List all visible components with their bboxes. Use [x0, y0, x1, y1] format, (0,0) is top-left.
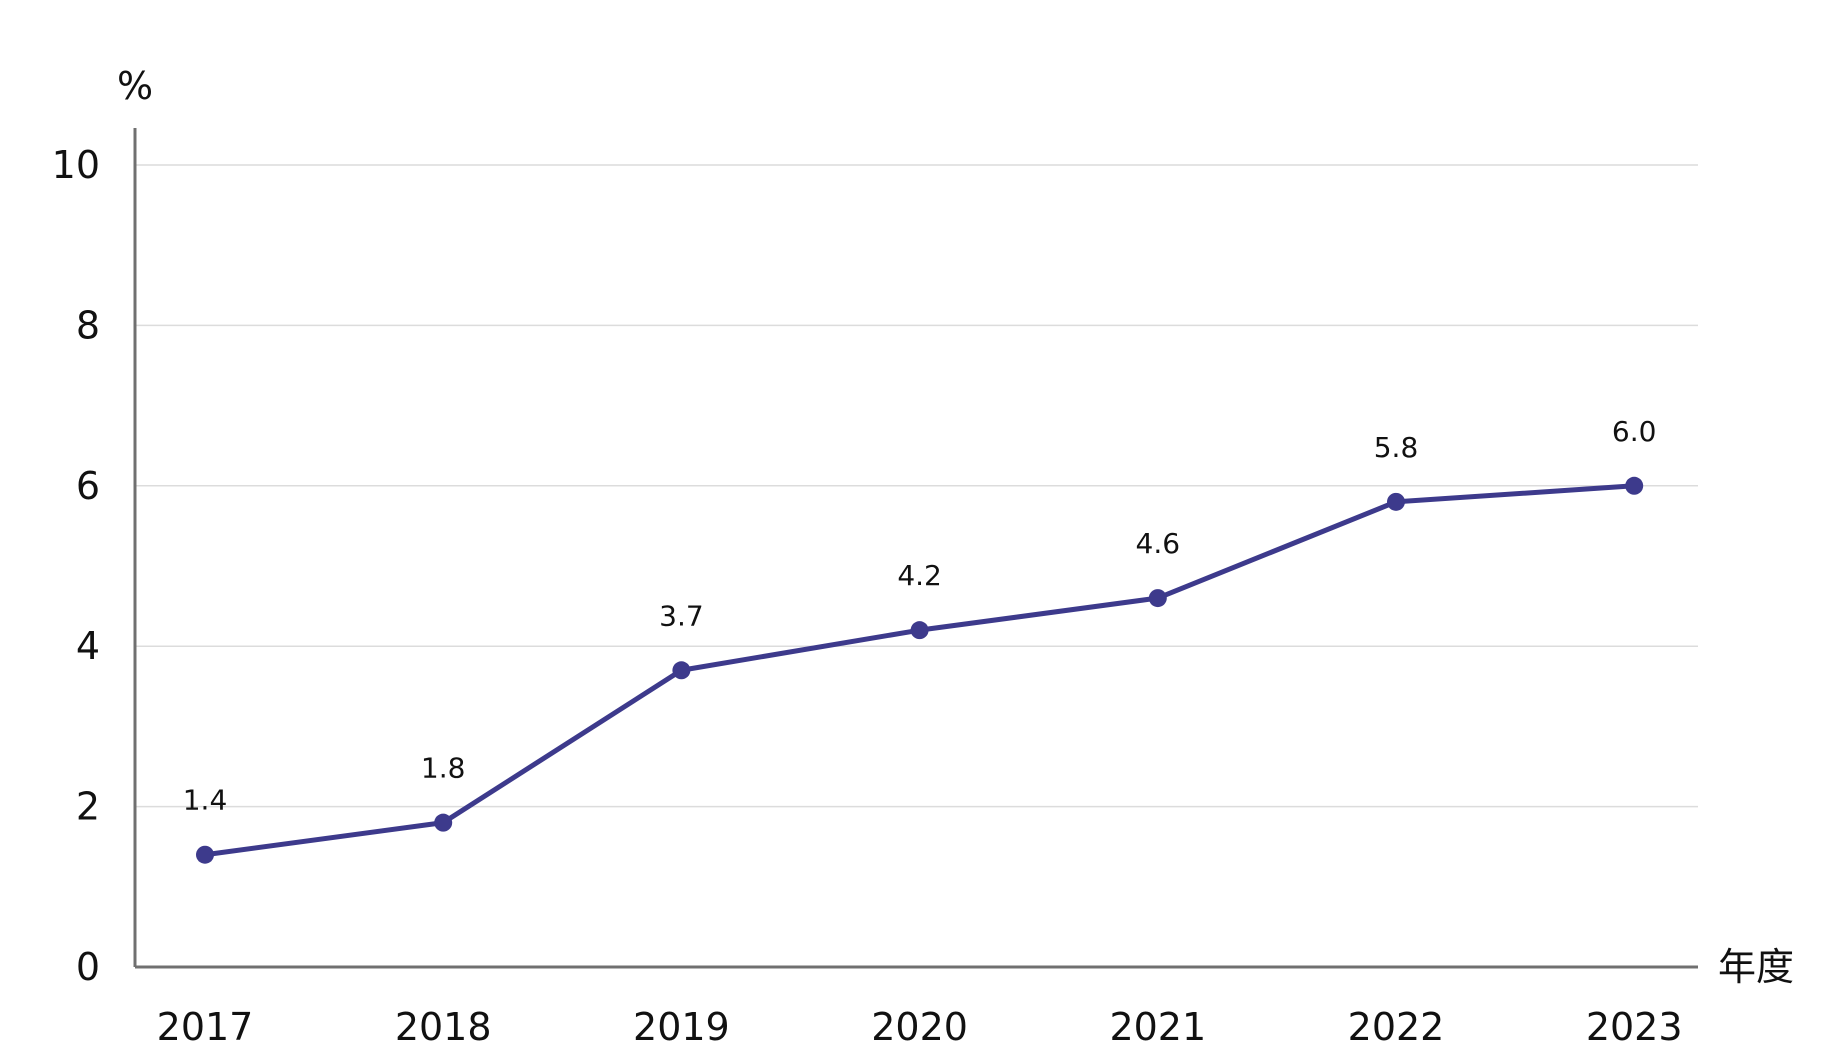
- data-point: [434, 813, 453, 832]
- y-axis-unit-label: %: [117, 64, 153, 108]
- series-line: [202, 483, 1637, 858]
- data-label: 3.7: [659, 599, 704, 632]
- data-point: [1387, 492, 1405, 511]
- data-point: [1148, 589, 1167, 608]
- x-tick-label: 2023: [1586, 1005, 1683, 1048]
- data-label: 4.2: [897, 559, 942, 592]
- gridlines: [135, 164, 1698, 808]
- y-tick-label: 8: [76, 303, 100, 347]
- data-label: 1.4: [183, 784, 228, 817]
- data-label: 1.8: [421, 752, 466, 785]
- x-tick-label: 2020: [871, 1005, 968, 1048]
- axes: [133, 128, 1698, 969]
- data-label: 5.8: [1374, 431, 1419, 464]
- data-point: [1625, 476, 1644, 495]
- y-tick-label: 4: [76, 624, 100, 668]
- x-tick-label: 2017: [157, 1005, 254, 1048]
- x-tick-label: 2019: [633, 1005, 730, 1048]
- data-point: [910, 621, 929, 640]
- x-axis-unit-label: 年度: [1718, 945, 1794, 989]
- data-label: 6.0: [1612, 415, 1657, 448]
- x-tick-label: 2018: [395, 1005, 492, 1048]
- y-tick-label: 10: [52, 143, 100, 187]
- data-label: 4.6: [1136, 527, 1181, 560]
- y-tick-label: 2: [76, 785, 100, 829]
- x-tick-label: 2021: [1109, 1005, 1206, 1048]
- x-tick-labels: 2017 2018 2019 2020 2021 2022 2023: [157, 1005, 1683, 1048]
- y-tick-label: 6: [76, 464, 100, 508]
- data-point: [196, 845, 214, 864]
- data-series: 1.4 1.8 3.7 4.2 4.6 5.8 6.0: [183, 415, 1657, 864]
- y-tick-label: 0: [76, 945, 100, 989]
- data-point: [672, 661, 691, 680]
- y-tick-labels: 0 2 4 6 8 10: [52, 143, 100, 989]
- x-tick-label: 2022: [1348, 1005, 1445, 1048]
